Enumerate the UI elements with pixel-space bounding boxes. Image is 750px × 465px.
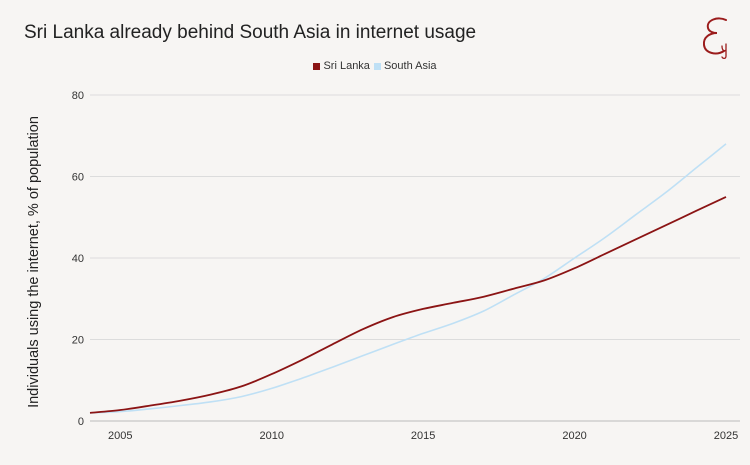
y-tick-label: 60 [72, 172, 84, 184]
legend-label-south-asia: South Asia [383, 60, 437, 72]
chart-legend: Sri Lanka South Asia [0, 60, 750, 72]
series-line-sri-lanka [89, 196, 727, 414]
x-tick-label: 2005 [108, 430, 132, 442]
x-tick-label: 2025 [714, 430, 738, 442]
chart-title: Sri Lanka already behind South Asia in i… [24, 22, 477, 43]
legend-label-sri-lanka: Sri Lanka [323, 60, 370, 72]
y-tick-label: 0 [78, 416, 84, 428]
legend-swatch-sri-lanka [313, 62, 321, 70]
x-tick-label: 2010 [259, 430, 283, 442]
legend-item-south-asia: South Asia [373, 60, 437, 72]
y-tick-label: 80 [72, 90, 84, 102]
y-tick-label: 40 [72, 253, 84, 265]
y-tick-label: 20 [72, 335, 84, 347]
y-axis-label: Individuals using the internet, % of pop… [26, 116, 42, 408]
monogram-logo-icon [702, 17, 727, 60]
x-tick-label: 2015 [411, 430, 435, 442]
legend-swatch-south-asia [373, 62, 381, 70]
x-tick-label: 2020 [562, 430, 586, 442]
series-line-south-asia [89, 143, 727, 414]
legend-item-sri-lanka: Sri Lanka [313, 60, 370, 72]
